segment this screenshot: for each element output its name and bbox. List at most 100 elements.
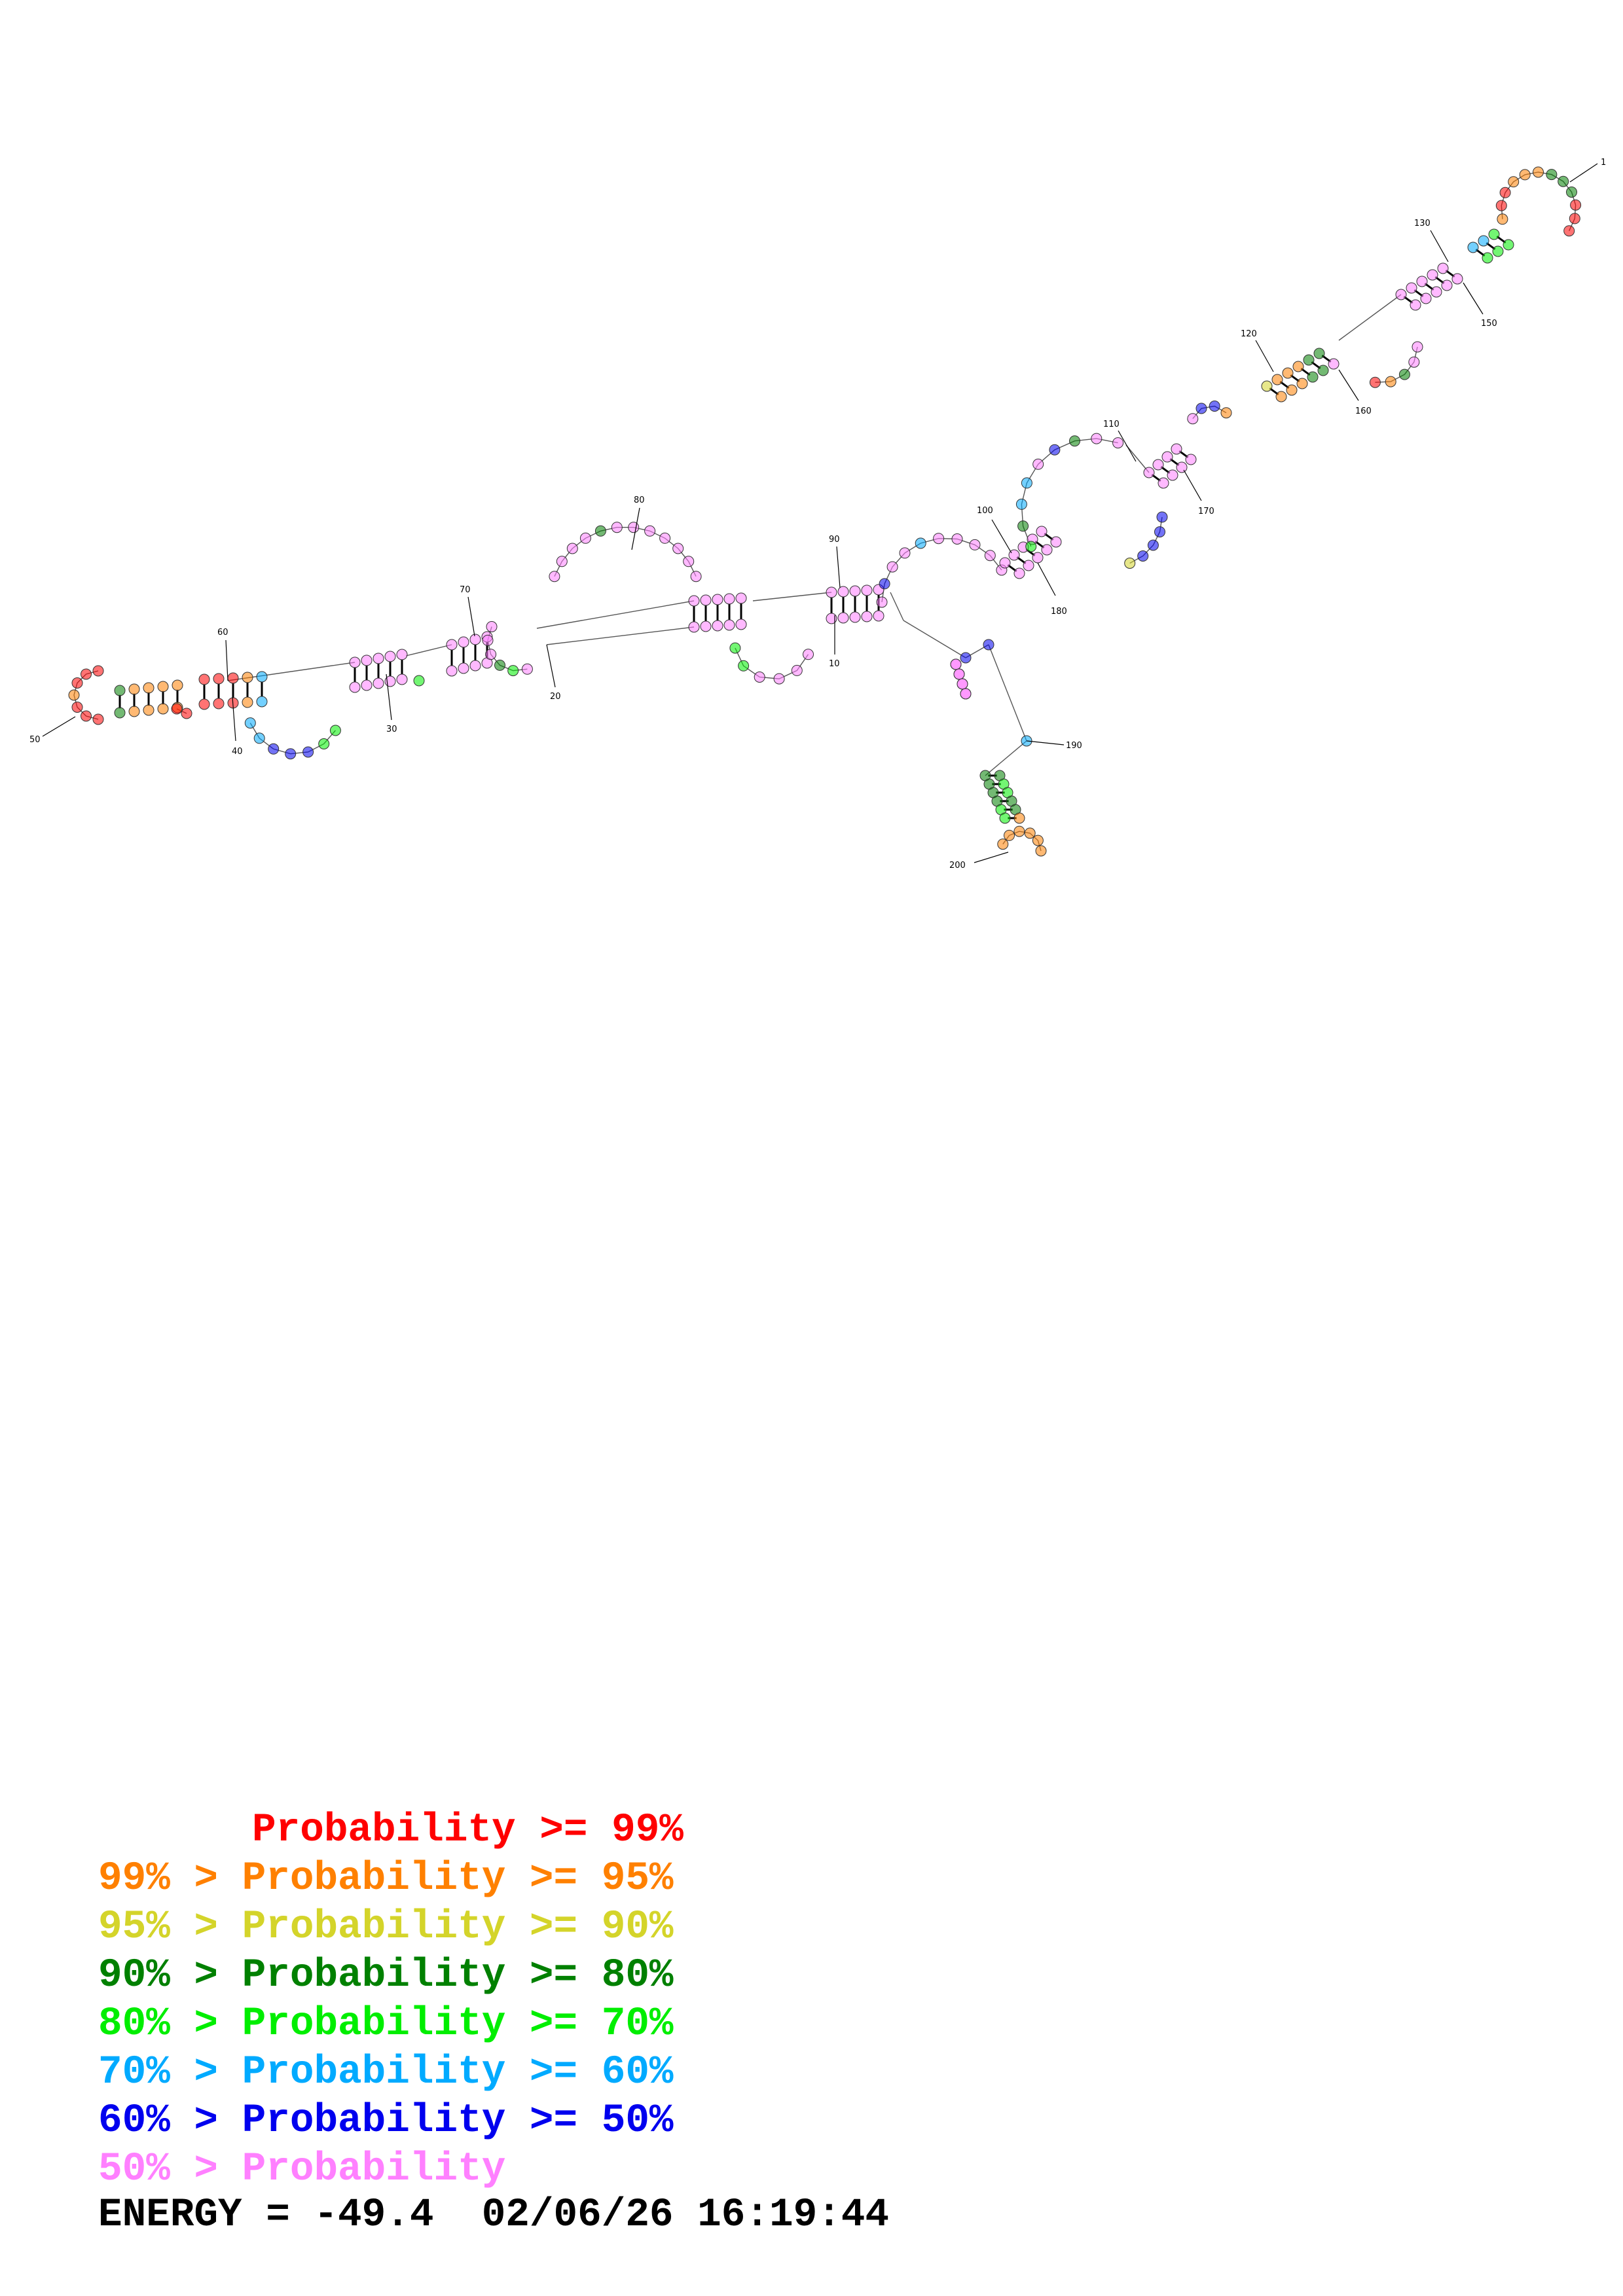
nucleotide-12: [143, 704, 155, 716]
nucleotide-101: [886, 561, 898, 573]
legend-row-6: 70% > Probability >= 60%: [98, 2050, 674, 2095]
nucleotides: [68, 166, 1582, 857]
nucleotide-131: [1154, 526, 1165, 538]
nucleotide-93: [849, 585, 861, 597]
nucleotide-212: [1013, 812, 1025, 824]
nucleotide-46: [413, 675, 425, 687]
nucleotide-15: [172, 679, 183, 691]
nucleotide-143: [1209, 401, 1220, 412]
nucleotide-85: [754, 672, 765, 683]
nucleotide-84: [738, 660, 750, 672]
tick-40: [232, 696, 236, 742]
nucleotide-59: [507, 665, 519, 677]
nucleotide-2: [71, 702, 83, 713]
tick-50: [42, 716, 76, 737]
nucleotide-135: [1152, 459, 1164, 471]
nucleotide-136: [1167, 469, 1178, 481]
nucleotide-58: [494, 659, 505, 671]
nucleotide-88: [803, 649, 814, 660]
nucleotide-139: [1171, 443, 1182, 455]
nucleotide-39: [361, 679, 373, 691]
position-label-150: 150: [1481, 319, 1497, 329]
nucleotide-149: [1282, 367, 1294, 379]
nucleotide-44: [396, 649, 408, 660]
backbone: [73, 171, 1577, 852]
nucleotide-69: [659, 532, 671, 544]
nucleotide-176: [1488, 228, 1500, 240]
tick-20: [546, 644, 556, 688]
nucleotide-10: [128, 706, 140, 717]
nucleotide-173: [1482, 252, 1493, 264]
nucleotide-145: [1261, 380, 1273, 392]
nucleotide-60: [521, 663, 533, 675]
nucleotide-89: [826, 586, 837, 598]
tick-200: [974, 852, 1009, 863]
nucleotide-0: [92, 713, 104, 725]
nucleotide-36: [349, 656, 361, 668]
nucleotide-195: [953, 668, 965, 680]
nucleotide-21: [213, 673, 225, 685]
probability-legend: Probability >= 99% 99% > Probability >= 9…: [98, 1806, 684, 2194]
tick-110: [1118, 430, 1137, 462]
position-label-70: 70: [460, 585, 471, 595]
nucleotide-134: [1158, 477, 1169, 489]
nucleotide-70: [672, 543, 684, 554]
backbone-loop-22: [487, 626, 528, 672]
legend-row-1: Probability >= 99%: [252, 1808, 684, 1853]
nucleotide-129: [1137, 550, 1149, 562]
nucleotide-9: [128, 683, 140, 695]
base-pair-bonds: [119, 235, 1506, 819]
nucleotide-161: [1412, 341, 1423, 353]
nucleotide-215: [1013, 825, 1025, 837]
nucleotide-217: [1032, 834, 1044, 846]
nucleotide-188: [1569, 213, 1580, 224]
nucleotide-104: [933, 533, 945, 545]
nucleotide-106: [969, 539, 981, 550]
nucleotide-191: [983, 639, 994, 651]
nucleotide-159: [1398, 368, 1410, 380]
position-label-110: 110: [1103, 420, 1120, 429]
nucleotide-124: [1049, 444, 1061, 456]
position-label-60: 60: [217, 628, 228, 637]
nucleotide-146: [1275, 391, 1287, 403]
nucleotide-168: [1427, 269, 1438, 281]
nucleotide-137: [1161, 451, 1173, 463]
backbone-bulge-115: [1192, 405, 1227, 420]
tick-120: [1255, 340, 1274, 372]
nucleotide-31: [268, 743, 280, 755]
nucleotide-81: [735, 592, 747, 604]
nucleotide-164: [1406, 282, 1417, 294]
nucleotide-185: [1558, 175, 1569, 187]
nucleotide-157: [1369, 376, 1381, 388]
nucleotide-141: [1187, 413, 1199, 425]
nucleotide-199: [960, 688, 972, 700]
nucleotide-116: [1041, 544, 1053, 556]
backbone-connector-7: [988, 644, 1027, 742]
position-label-50: 50: [29, 735, 41, 745]
nucleotide-1: [81, 710, 92, 722]
nucleotide-28: [256, 696, 268, 708]
nucleotide-213: [997, 838, 1009, 850]
tick-150: [1463, 282, 1484, 315]
position-label-130: 130: [1414, 219, 1431, 228]
nucleotide-20: [198, 698, 210, 710]
position-label-80: 80: [634, 495, 645, 505]
nucleotide-189: [1563, 225, 1575, 237]
nucleotide-65: [594, 525, 606, 537]
nucleotide-78: [712, 620, 723, 632]
nucleotide-96: [861, 611, 873, 622]
nucleotide-30: [253, 732, 265, 744]
tick-80: [631, 507, 640, 550]
nucleotide-174: [1478, 235, 1489, 247]
nucleotide-218: [1035, 845, 1047, 857]
backbone-connector-4: [752, 592, 832, 601]
nucleotide-118: [1050, 536, 1062, 548]
nucleotide-33: [302, 746, 314, 758]
nucleotide-121: [1015, 498, 1027, 510]
nucleotide-170: [1437, 262, 1449, 274]
nucleotide-155: [1313, 348, 1325, 359]
nucleotide-154: [1317, 365, 1329, 376]
nucleotide-117: [1036, 526, 1048, 537]
nucleotide-180: [1499, 187, 1511, 198]
nucleotide-52: [469, 660, 481, 672]
